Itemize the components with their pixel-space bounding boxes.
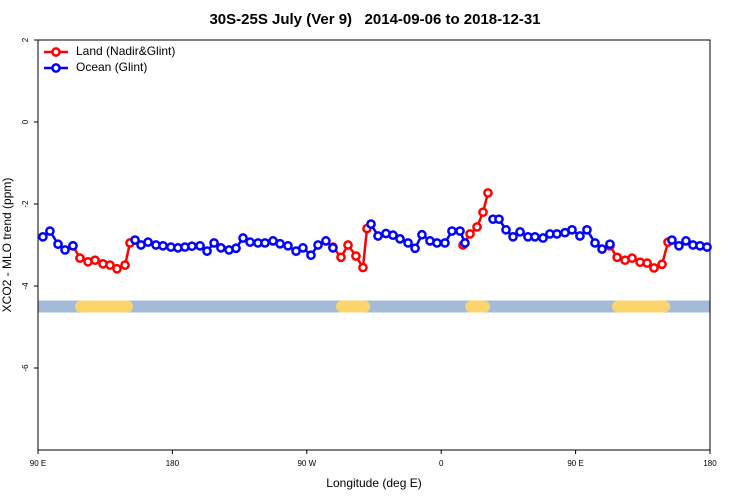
point xyxy=(187,241,197,252)
point xyxy=(298,243,308,253)
y-tick-label: 2 xyxy=(21,37,30,42)
point xyxy=(45,226,55,236)
point xyxy=(328,243,338,253)
chart-title: 30S-25S July (Ver 9) 2014-09-06 to 2018-… xyxy=(209,11,540,28)
point xyxy=(343,240,353,250)
x-tick-label: 180 xyxy=(703,459,717,468)
point xyxy=(90,255,100,266)
y-tick-label: -6 xyxy=(21,364,30,372)
point xyxy=(582,224,592,235)
y-tick-label: -2 xyxy=(21,200,30,208)
point xyxy=(130,235,140,245)
x-tick-label: 180 xyxy=(166,459,180,468)
point xyxy=(627,253,637,263)
legend-label: Land (Nadir&Glint) xyxy=(76,44,175,58)
point xyxy=(105,260,115,270)
point xyxy=(432,238,442,248)
point xyxy=(195,240,205,251)
point xyxy=(143,237,153,247)
point xyxy=(403,238,413,248)
point xyxy=(358,262,368,273)
point xyxy=(417,229,427,240)
point xyxy=(674,240,684,251)
x-tick-label: 90 E xyxy=(567,459,583,468)
ocean-mask xyxy=(38,300,710,313)
point xyxy=(351,251,361,261)
point xyxy=(455,226,465,236)
land-mask xyxy=(465,300,491,313)
point xyxy=(202,246,212,256)
land-mask xyxy=(336,300,371,313)
y-axis-label: XCO2 - MLO trend (ppm) xyxy=(0,178,14,313)
point xyxy=(60,245,70,255)
point xyxy=(501,224,511,235)
point xyxy=(395,234,405,244)
point xyxy=(472,222,482,232)
point xyxy=(515,227,525,237)
point xyxy=(605,239,615,250)
land-mask xyxy=(75,300,133,313)
x-axis-label: Longitude (deg E) xyxy=(326,476,421,490)
point xyxy=(53,239,63,250)
point xyxy=(649,263,659,273)
point xyxy=(483,188,493,198)
point xyxy=(410,243,420,254)
point xyxy=(336,252,346,263)
legend-item: Ocean (Glint) xyxy=(44,60,147,74)
y-tick-label: -4 xyxy=(21,282,30,290)
land-mask xyxy=(612,300,671,313)
point xyxy=(388,230,398,241)
x-tick-label: 90 W xyxy=(297,459,316,468)
legend-marker xyxy=(51,47,61,57)
point xyxy=(494,214,504,225)
point xyxy=(597,244,607,254)
point xyxy=(478,207,488,218)
point xyxy=(702,242,712,252)
point xyxy=(238,233,248,243)
legend-item: Land (Nadir&Glint) xyxy=(44,44,175,58)
point xyxy=(552,229,562,239)
point xyxy=(366,219,376,229)
point xyxy=(642,258,652,268)
point xyxy=(120,260,130,270)
point xyxy=(158,240,168,251)
point xyxy=(245,237,255,247)
point xyxy=(440,238,450,248)
point xyxy=(231,243,241,254)
point xyxy=(68,240,78,251)
point xyxy=(538,233,548,243)
legend-label: Ocean (Glint) xyxy=(76,60,147,74)
point xyxy=(508,231,518,242)
point xyxy=(667,235,677,245)
point xyxy=(216,243,226,253)
point xyxy=(447,226,457,236)
point xyxy=(321,236,331,246)
point xyxy=(530,231,540,242)
point xyxy=(657,259,667,270)
point xyxy=(75,253,85,263)
legend-marker xyxy=(51,63,61,73)
point xyxy=(313,240,323,250)
point xyxy=(209,238,219,248)
point xyxy=(260,238,270,248)
point xyxy=(283,240,293,251)
x-tick-label: 90 E xyxy=(30,459,46,468)
point xyxy=(275,238,285,249)
point xyxy=(112,263,122,274)
x-tick-label: 0 xyxy=(439,459,444,468)
point xyxy=(306,250,316,261)
point xyxy=(575,231,585,241)
point xyxy=(590,238,600,248)
point xyxy=(373,231,383,241)
point xyxy=(612,252,622,263)
point xyxy=(38,231,48,242)
point xyxy=(567,224,577,235)
point xyxy=(681,236,691,246)
y-tick-label: 0 xyxy=(21,119,30,124)
point xyxy=(460,238,470,248)
point xyxy=(465,229,475,239)
